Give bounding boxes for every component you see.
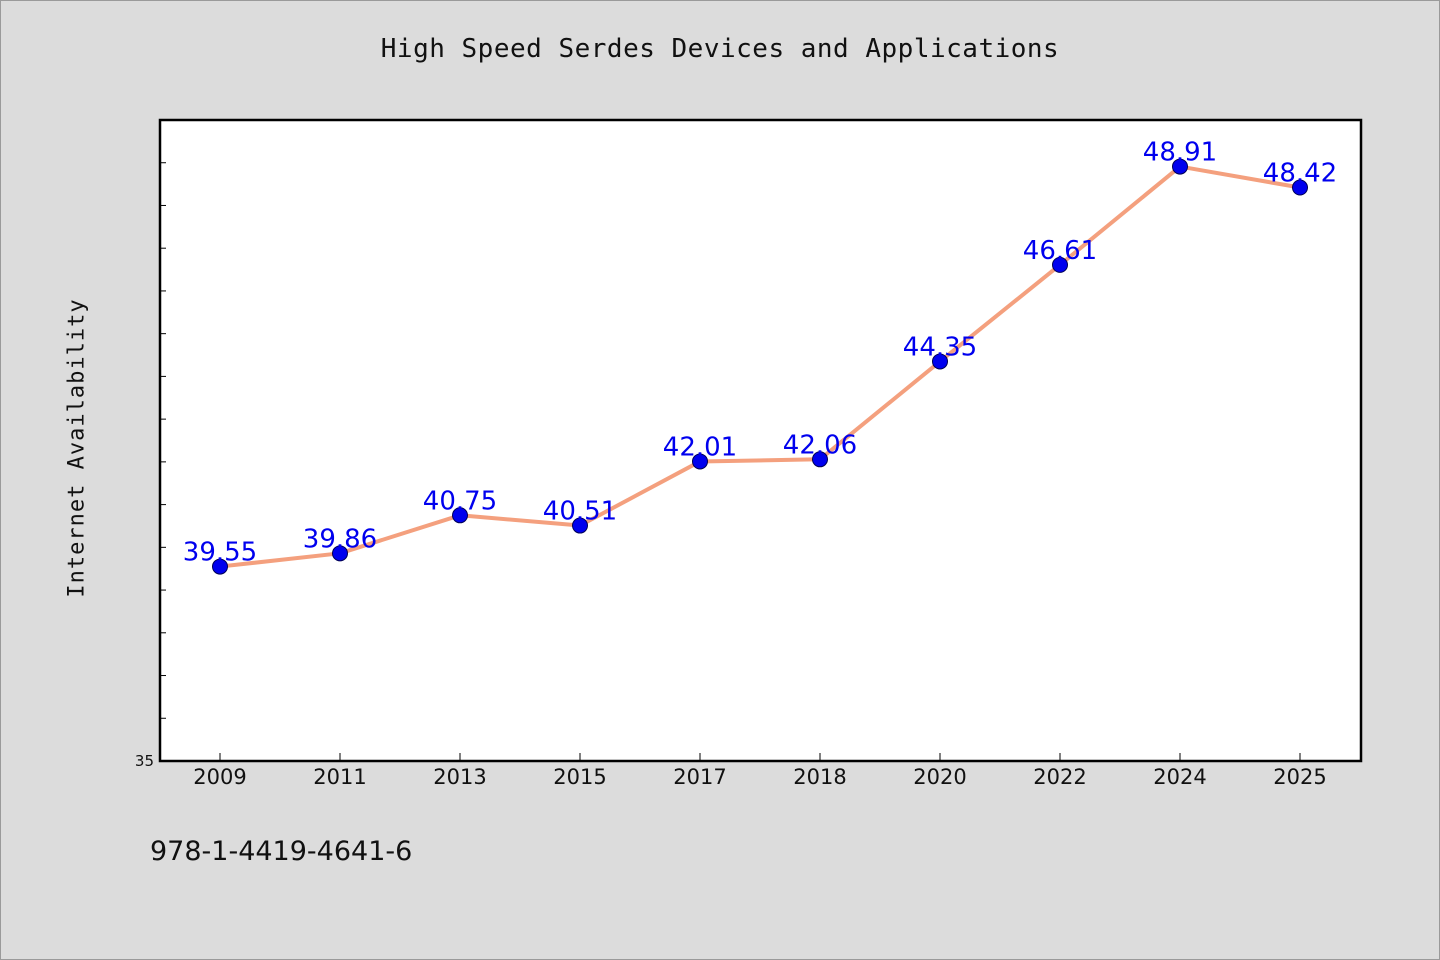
x-tick-label: 2025: [1273, 765, 1326, 789]
data-label: 46.61: [1023, 236, 1097, 266]
data-label: 42.06: [783, 430, 857, 460]
data-point: [332, 545, 348, 562]
x-tick-label: 2022: [1033, 765, 1086, 789]
data-point: [1052, 256, 1068, 273]
data-point: [812, 451, 828, 468]
data-point: [212, 558, 228, 575]
data-point: [932, 353, 948, 370]
data-label: 42.01: [663, 432, 737, 462]
x-tick-label: 2009: [193, 765, 246, 789]
data-point: [692, 453, 708, 470]
x-tick-label: 2024: [1153, 765, 1206, 789]
plot-area: [158, 118, 1363, 763]
series-line: [218, 164, 1302, 569]
data-point: [452, 507, 468, 524]
data-label: 39.86: [303, 524, 377, 554]
chart-title: High Speed Serdes Devices and Applicatio…: [380, 34, 1060, 64]
data-point: [1292, 179, 1308, 196]
data-label: 40.51: [543, 497, 617, 527]
x-tick-label: 2017: [673, 765, 726, 789]
data-label: 39.55: [183, 538, 257, 568]
x-tick-label: 2018: [793, 765, 846, 789]
data-label: 44.35: [903, 332, 977, 362]
x-tick-label: 2020: [913, 765, 966, 789]
x-tick-label: 2011: [313, 765, 366, 789]
data-point: [572, 517, 588, 534]
data-label: 48.42: [1263, 159, 1337, 189]
data-point: [1172, 158, 1188, 175]
isbn-text: 978-1-4419-4641-6: [150, 836, 413, 867]
y-tick-label: 35: [135, 752, 154, 770]
x-tick-label: 2013: [433, 765, 486, 789]
data-label: 40.75: [423, 486, 497, 516]
x-tick-label: 2015: [553, 765, 606, 789]
data-label: 48.91: [1143, 138, 1217, 168]
